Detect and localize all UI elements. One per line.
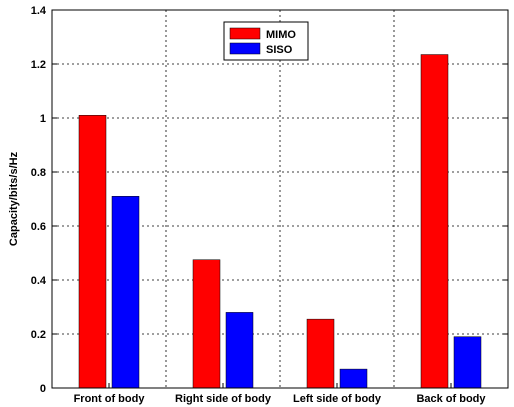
legend-label-mimo: MIMO [266,29,296,41]
y-axis-label: Capacity/bits/s/Hz [8,151,20,246]
x-tick-label: Left side of body [293,393,382,405]
y-tick-label: 0.4 [31,275,47,287]
bar-mimo [78,115,107,389]
y-tick-label: 0.6 [31,221,46,233]
legend: MIMO SISO [223,21,309,61]
y-tick-label: 0.2 [31,329,46,341]
bar-mimo [306,318,335,389]
bar-mimo [192,259,221,389]
y-tick-label: 1 [40,113,46,125]
legend-swatch-siso [229,42,261,55]
y-tick-label: 1.4 [31,5,47,17]
bar-mimo [420,54,449,389]
legend-label-siso: SISO [266,44,293,56]
y-tick-label: 1.2 [31,59,46,71]
bar-siso [111,196,140,389]
y-tick-label: 0.8 [31,167,46,179]
axis-ticks: 0 0.2 0.4 0.6 0.8 1 1.2 1.4 Front of body Right s… [31,5,508,405]
legend-swatch-mimo [229,27,261,40]
x-tick-label: Back of body [416,393,486,405]
x-tick-label: Front of body [74,393,146,405]
bar-siso [225,312,254,389]
x-tick-label: Right side of body [175,393,272,405]
bars [78,54,482,389]
y-tick-label: 0 [40,383,46,395]
bar-siso [453,336,482,389]
plot-frame [51,9,509,389]
bar-siso [339,368,368,389]
